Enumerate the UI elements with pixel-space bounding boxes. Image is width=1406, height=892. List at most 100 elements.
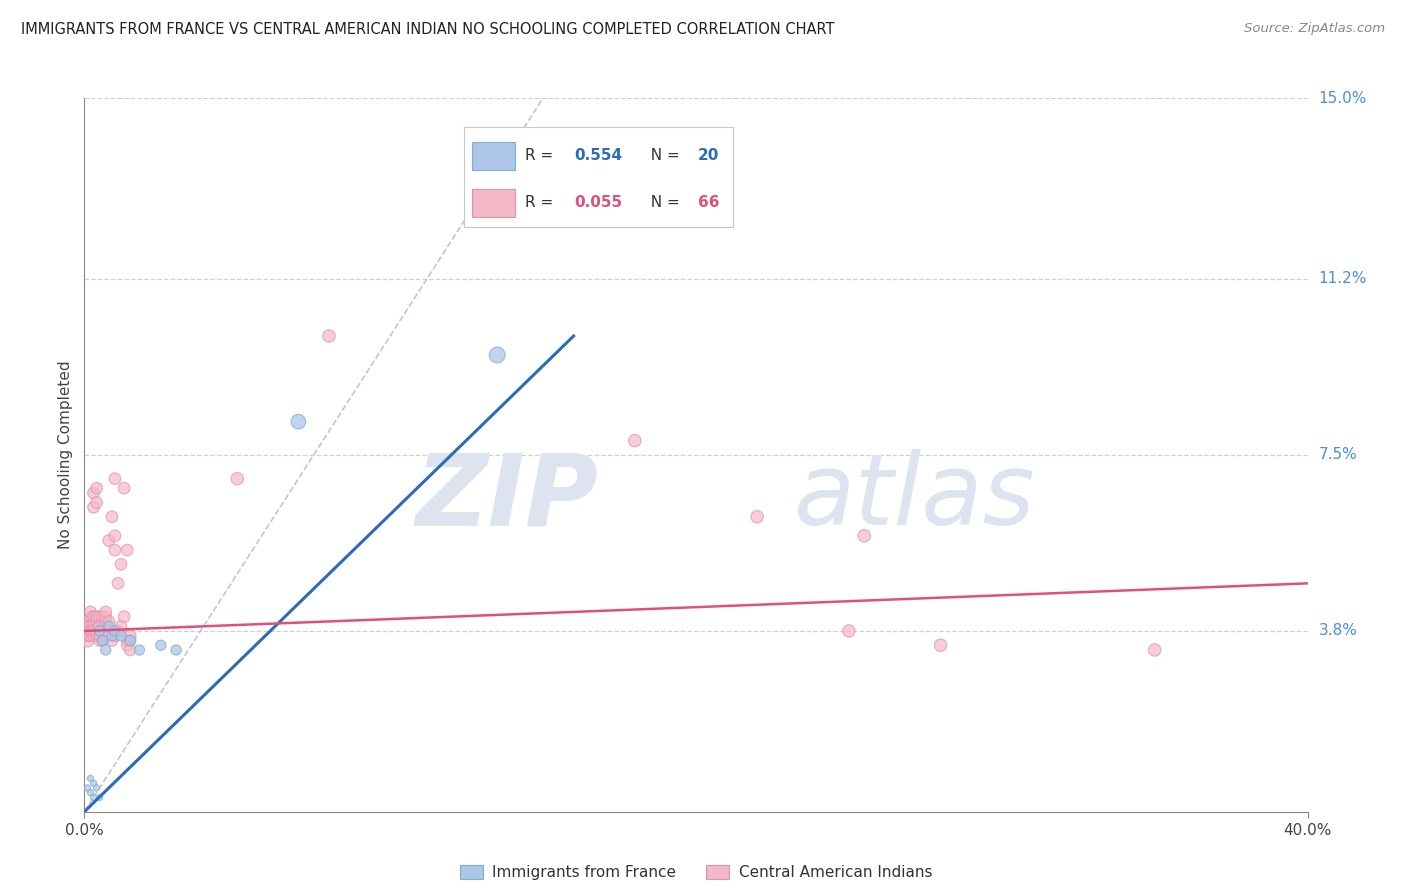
Point [89,629,111,643]
Point [86,495,108,509]
Point [97,619,120,633]
Point [104,472,127,486]
Point [79,624,101,638]
Point [226,472,249,486]
Text: 0.554: 0.554 [574,148,621,163]
Point [91,633,114,648]
Point [86,481,108,495]
Point [89,624,111,638]
Point [97,629,120,643]
Point [86,629,108,643]
Point [486,348,509,362]
Point [101,633,124,648]
Point [79,605,101,619]
Point [83,624,105,638]
Point [83,500,105,515]
Point [83,776,105,790]
Point [86,780,108,795]
Point [94,629,117,643]
FancyBboxPatch shape [471,188,515,217]
Text: 3.8%: 3.8% [1319,624,1358,639]
Point [76,629,98,643]
Point [89,624,111,638]
Point [79,629,101,643]
Point [112,609,135,624]
Point [112,481,135,495]
Point [91,615,114,629]
Point [110,619,132,633]
Text: ZIP: ZIP [415,450,598,546]
Point [76,633,98,648]
Point [165,643,187,657]
Point [86,609,108,624]
Point [79,786,101,800]
Text: 20: 20 [697,148,718,163]
Point [287,415,309,429]
Text: 15.0%: 15.0% [1319,91,1367,105]
FancyBboxPatch shape [471,142,515,169]
Point [101,509,124,524]
Text: R =: R = [526,148,558,163]
Point [86,615,108,629]
Point [120,643,142,657]
Point [107,624,129,638]
Point [83,619,105,633]
Point [94,615,117,629]
Text: R =: R = [526,195,558,211]
Point [929,638,952,652]
Point [128,643,150,657]
Point [79,609,101,624]
Text: 7.5%: 7.5% [1319,448,1357,462]
Y-axis label: No Schooling Completed: No Schooling Completed [58,360,73,549]
Point [89,619,111,633]
Point [110,629,132,643]
Point [115,638,138,652]
Point [120,629,142,643]
Point [120,633,142,648]
Point [89,609,111,624]
Text: Source: ZipAtlas.com: Source: ZipAtlas.com [1244,22,1385,36]
Point [104,629,127,643]
Point [89,633,111,648]
Point [79,619,101,633]
Point [104,529,127,543]
Point [89,790,111,805]
Point [76,780,98,795]
Point [838,624,860,638]
Point [76,619,98,633]
Point [79,615,101,629]
Legend: Immigrants from France, Central American Indians: Immigrants from France, Central American… [454,858,938,886]
Text: N =: N = [641,195,685,211]
Text: IMMIGRANTS FROM FRANCE VS CENTRAL AMERICAN INDIAN NO SCHOOLING COMPLETED CORRELA: IMMIGRANTS FROM FRANCE VS CENTRAL AMERIC… [21,22,835,37]
Point [318,329,340,343]
Text: 11.2%: 11.2% [1319,271,1367,286]
Point [149,638,172,652]
Point [104,624,127,638]
Point [94,609,117,624]
Point [91,609,114,624]
Point [83,609,105,624]
Point [101,629,124,643]
Point [110,558,132,572]
Point [104,543,127,558]
Text: N =: N = [641,148,685,163]
Point [91,633,114,648]
Point [76,624,98,638]
Point [94,643,117,657]
Point [86,624,108,638]
Point [120,633,142,648]
Point [83,790,105,805]
Point [83,629,105,643]
Point [97,615,120,629]
Point [76,615,98,629]
Text: atlas: atlas [794,450,1035,546]
Point [79,772,101,786]
Point [853,529,876,543]
Text: 0.055: 0.055 [574,195,621,211]
Point [94,605,117,619]
Point [624,434,647,448]
Point [97,533,120,548]
Point [83,486,105,500]
Point [1143,643,1166,657]
Point [747,509,769,524]
